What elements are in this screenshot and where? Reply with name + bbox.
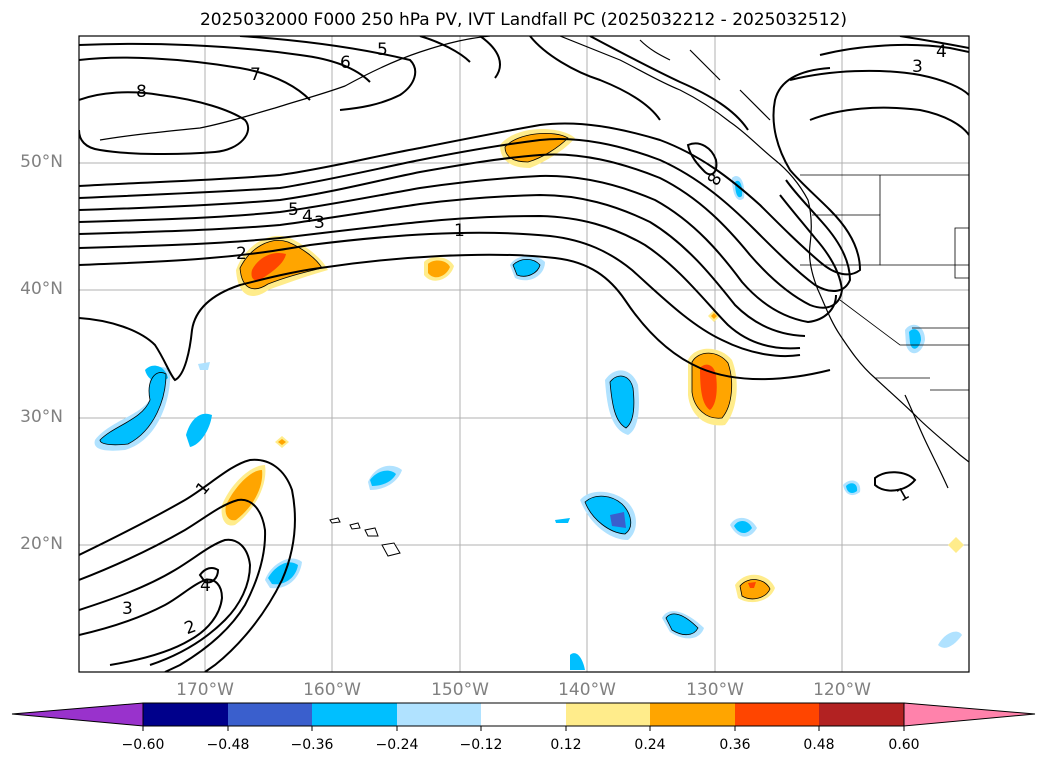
map-title: 2025032000 F000 250 hPa PV, IVT Landfall… (199, 10, 847, 30)
contour-label: 6 (340, 53, 351, 73)
lat-label: 30°N (20, 407, 63, 427)
contour-label: 2 (236, 244, 247, 264)
contour-label: 3 (122, 599, 133, 619)
colorbar-tick-label: −0.48 (206, 737, 250, 753)
lat-label: 40°N (20, 279, 63, 299)
colorbar-tick-label: 0.48 (803, 737, 835, 753)
negative-anomaly-shading (94, 176, 962, 670)
colorbar-segment (566, 703, 650, 726)
map-frame (78, 35, 970, 673)
colorbar (11, 702, 1036, 731)
colorbar-extend-low (11, 702, 144, 727)
colorbar-segment (735, 703, 819, 726)
contour-label: 2 (182, 617, 199, 639)
lon-label: 120°W (813, 680, 871, 700)
contour-label: 4 (302, 207, 313, 227)
colorbar-tick-label: 0.24 (634, 737, 666, 753)
colorbar-tick-label: 0.36 (719, 737, 751, 753)
contour-label: 4 (200, 576, 211, 596)
contour-label: 1 (454, 221, 465, 241)
lon-label: 150°W (431, 680, 489, 700)
contour-label: 3 (314, 213, 325, 233)
lat-label: 20°N (20, 534, 63, 554)
contour-label: 5 (288, 200, 299, 220)
contour-label: 8 (136, 82, 147, 102)
colorbar-segment (143, 703, 228, 726)
colorbar-tick-label: −0.12 (459, 737, 503, 753)
colorbar-segment (481, 703, 566, 726)
lon-label: 170°W (176, 680, 234, 700)
contour-label: 5 (377, 40, 388, 60)
lat-label: 50°N (20, 152, 63, 172)
coastlines (99, 36, 969, 489)
colorbar-segment (650, 703, 735, 726)
lon-label: 130°W (686, 680, 744, 700)
contour-label: 4 (936, 42, 947, 62)
contour-label: 3 (912, 57, 923, 77)
colorbar-tick-label: −0.24 (375, 737, 419, 753)
contour-label: 1 (894, 483, 913, 506)
colorbar-segment (397, 703, 481, 726)
colorbar-tick-label: −0.36 (290, 737, 334, 753)
colorbar-segment (228, 703, 312, 726)
positive-anomaly-shading (221, 128, 964, 603)
colorbar-tick-label: 0.12 (550, 737, 582, 753)
colorbar-segment (312, 703, 397, 726)
colorbar-tick-label: −0.60 (121, 737, 165, 753)
colorbar-tick-label: 0.60 (888, 737, 920, 753)
state-borders (800, 174, 969, 391)
lon-label: 140°W (558, 680, 616, 700)
colorbar-segment (819, 703, 904, 726)
contour-label: 7 (250, 65, 261, 85)
colorbar-extend-high (903, 702, 1036, 727)
pv-contours (79, 36, 969, 672)
lon-label: 160°W (303, 680, 361, 700)
